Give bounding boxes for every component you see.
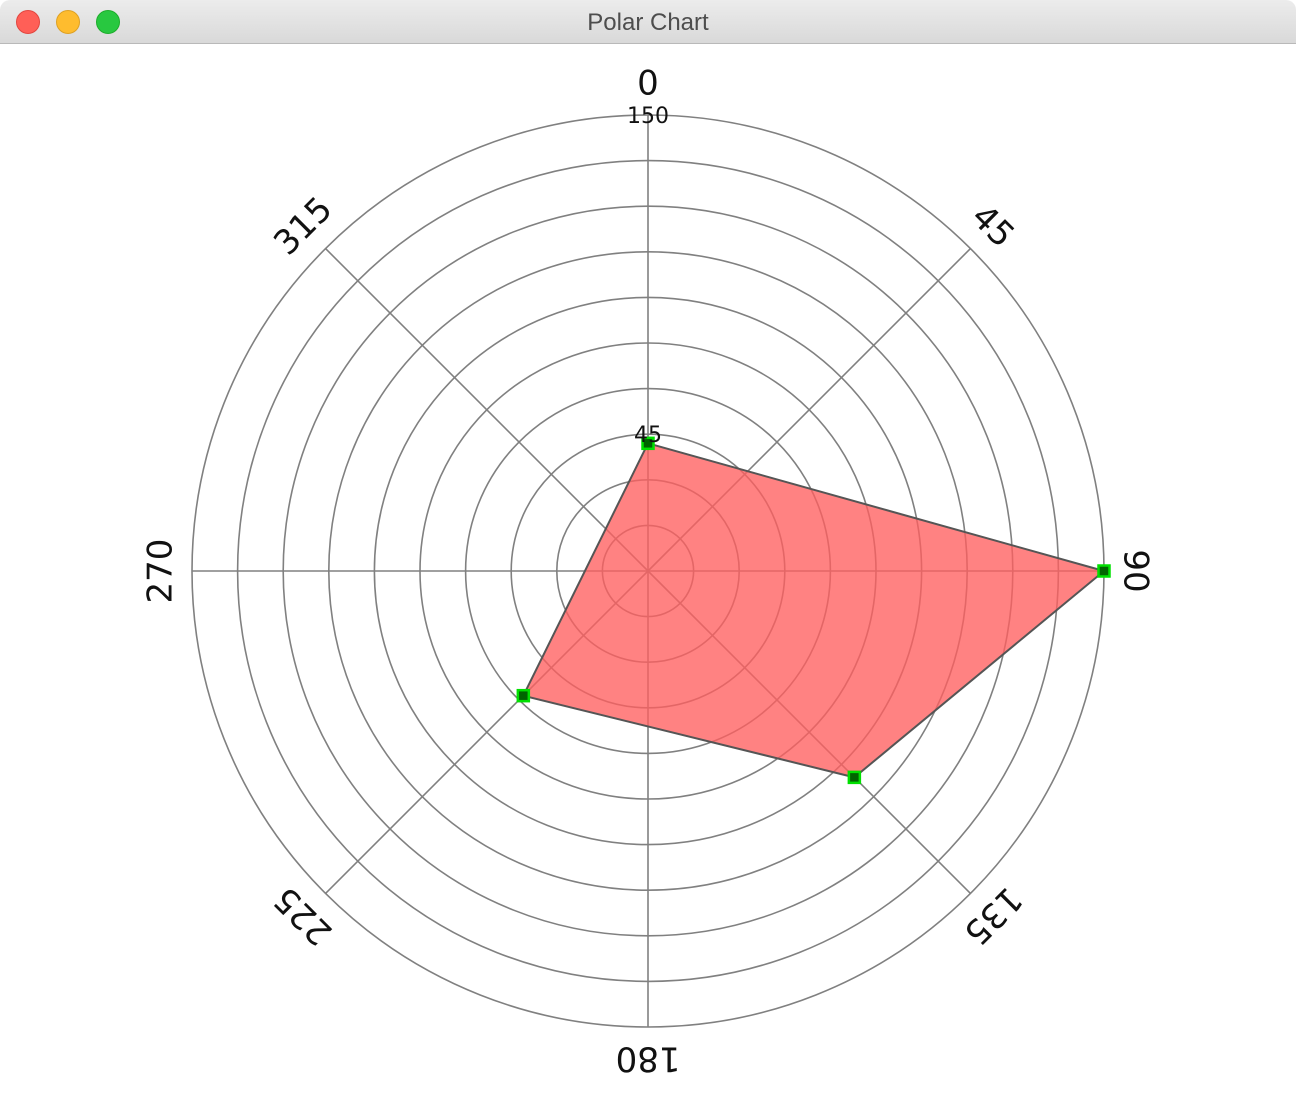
data-point-marker [847,770,862,785]
radial-tick-label: 150 [627,104,669,129]
grid-spoke [324,247,649,572]
data-point-marker [641,436,655,451]
chart-area: 45 150 0 45 90 135 180 225 270 315 [0,44,1296,1098]
angular-tick-label: 180 [616,1039,681,1079]
zoom-button[interactable] [96,10,120,34]
window-title: Polar Chart [587,9,709,36]
angular-tick-label: 270 [141,539,181,604]
close-button[interactable] [16,10,40,34]
title-bar: Polar Chart [0,0,1296,44]
minimize-button[interactable] [56,10,80,34]
angular-tick-label: 90 [1116,549,1156,592]
angular-tick-label: 0 [637,64,659,104]
data-point-marker [516,688,531,703]
radial-tick-label: 45 [634,423,662,448]
series-polygon [521,442,1107,779]
data-point-marker [1097,564,1111,578]
angular-tick-label: 45 [963,197,1022,256]
